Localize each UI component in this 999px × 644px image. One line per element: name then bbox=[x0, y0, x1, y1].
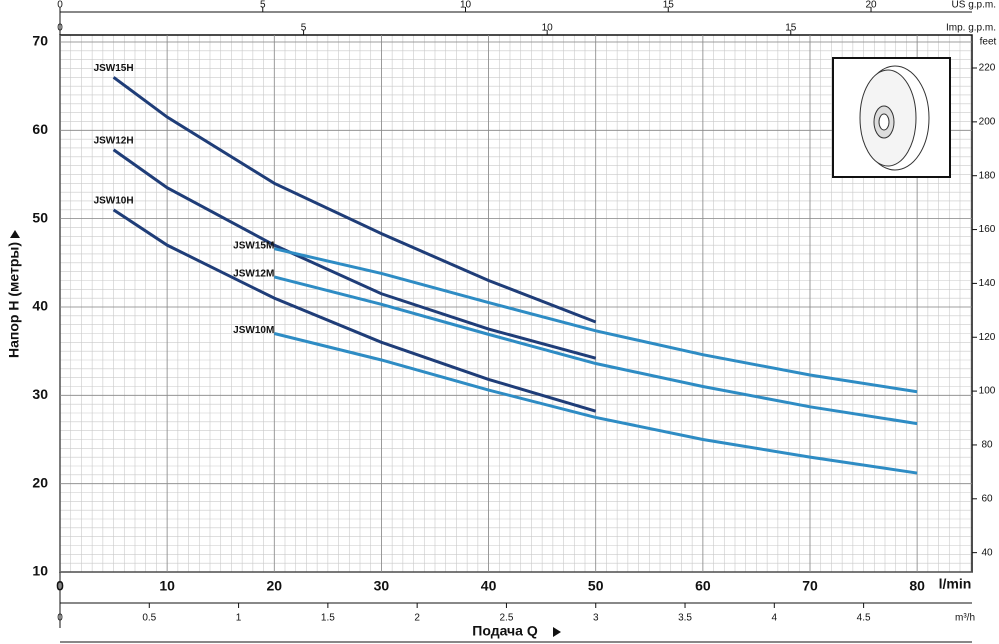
y2-tick-label: 220 bbox=[979, 63, 996, 74]
y2-tick-label: 160 bbox=[979, 224, 996, 235]
y2-tick-label: 100 bbox=[979, 386, 996, 397]
series-label: JSW12H bbox=[94, 135, 134, 146]
bottom-tick-label: 0.5 bbox=[142, 613, 156, 624]
bottom-unit: m³/h bbox=[955, 613, 975, 624]
x-axis-title: Подача Q bbox=[472, 623, 538, 639]
bottom-tick-label: 3.5 bbox=[678, 613, 692, 624]
y-tick-label: 20 bbox=[32, 474, 48, 490]
bottom-tick-label: 0 bbox=[57, 613, 63, 624]
top-tick-label: 10 bbox=[460, 0, 472, 11]
bottom-tick-label: 2 bbox=[414, 613, 420, 624]
top-tick-label: 20 bbox=[865, 0, 877, 11]
curve bbox=[273, 247, 918, 394]
y-tick-label: 30 bbox=[32, 386, 48, 402]
bottom-tick-label: 1.5 bbox=[321, 613, 335, 624]
x-tick-label: 50 bbox=[588, 578, 604, 594]
curve bbox=[112, 148, 597, 360]
y-tick-label: 40 bbox=[32, 298, 48, 314]
series-label: JSW10M bbox=[233, 325, 274, 336]
top-tick-label: 15 bbox=[785, 23, 797, 34]
bottom-tick-label: 1 bbox=[236, 613, 242, 624]
y2-tick-label: 40 bbox=[981, 547, 993, 558]
curve bbox=[112, 76, 597, 324]
x-tick-label: 20 bbox=[266, 578, 282, 594]
x-tick-label: 40 bbox=[481, 578, 497, 594]
x-tick-label: 60 bbox=[695, 578, 711, 594]
series-label: JSW10H bbox=[94, 195, 134, 206]
y-tick-label: 60 bbox=[32, 121, 48, 137]
top-unit: US g.p.m. bbox=[952, 0, 996, 11]
y-tick-label: 10 bbox=[32, 563, 48, 579]
x-tick-label: 10 bbox=[159, 578, 175, 594]
curve bbox=[273, 275, 918, 426]
y-tick-label: 50 bbox=[32, 209, 48, 225]
top-tick-label: 5 bbox=[301, 23, 307, 34]
y-axis-title: Напор H (метры) bbox=[6, 242, 22, 358]
top-tick-label: 5 bbox=[260, 0, 266, 11]
x-tick-label: 30 bbox=[374, 578, 390, 594]
y2-tick-label: 140 bbox=[979, 278, 996, 289]
y2-tick-label: 180 bbox=[979, 170, 996, 181]
x-tick-label: 70 bbox=[802, 578, 818, 594]
y-arrow bbox=[10, 230, 20, 238]
bottom-tick-label: 4.5 bbox=[857, 613, 871, 624]
y2-tick-label: 120 bbox=[979, 332, 996, 343]
series-label: JSW15M bbox=[233, 240, 274, 251]
bottom-tick-label: 2.5 bbox=[499, 613, 513, 624]
series-label: JSW15H bbox=[94, 63, 134, 74]
curve bbox=[273, 332, 918, 475]
y2-tick-label: 200 bbox=[979, 116, 996, 127]
y-tick-label: 70 bbox=[32, 33, 48, 49]
x-unit: l/min bbox=[939, 576, 972, 592]
top-tick-label: 10 bbox=[542, 23, 554, 34]
top-unit: Imp. g.p.m. bbox=[946, 23, 996, 34]
top-tick-label: 0 bbox=[57, 0, 63, 11]
bottom-tick-label: 4 bbox=[772, 613, 778, 624]
curve bbox=[112, 208, 597, 413]
top-tick-label: 15 bbox=[663, 0, 675, 11]
x-tick-label: 80 bbox=[909, 578, 925, 594]
inset-picture bbox=[832, 57, 951, 178]
y2-unit: feet bbox=[980, 37, 997, 48]
series-label: JSW12M bbox=[233, 269, 274, 280]
top-tick-label: 0 bbox=[57, 23, 63, 34]
x-tick-label: 0 bbox=[56, 578, 64, 594]
bottom-tick-label: 3 bbox=[593, 613, 599, 624]
y2-tick-label: 80 bbox=[981, 440, 993, 451]
y2-tick-label: 60 bbox=[981, 493, 993, 504]
x-arrow bbox=[553, 627, 561, 637]
